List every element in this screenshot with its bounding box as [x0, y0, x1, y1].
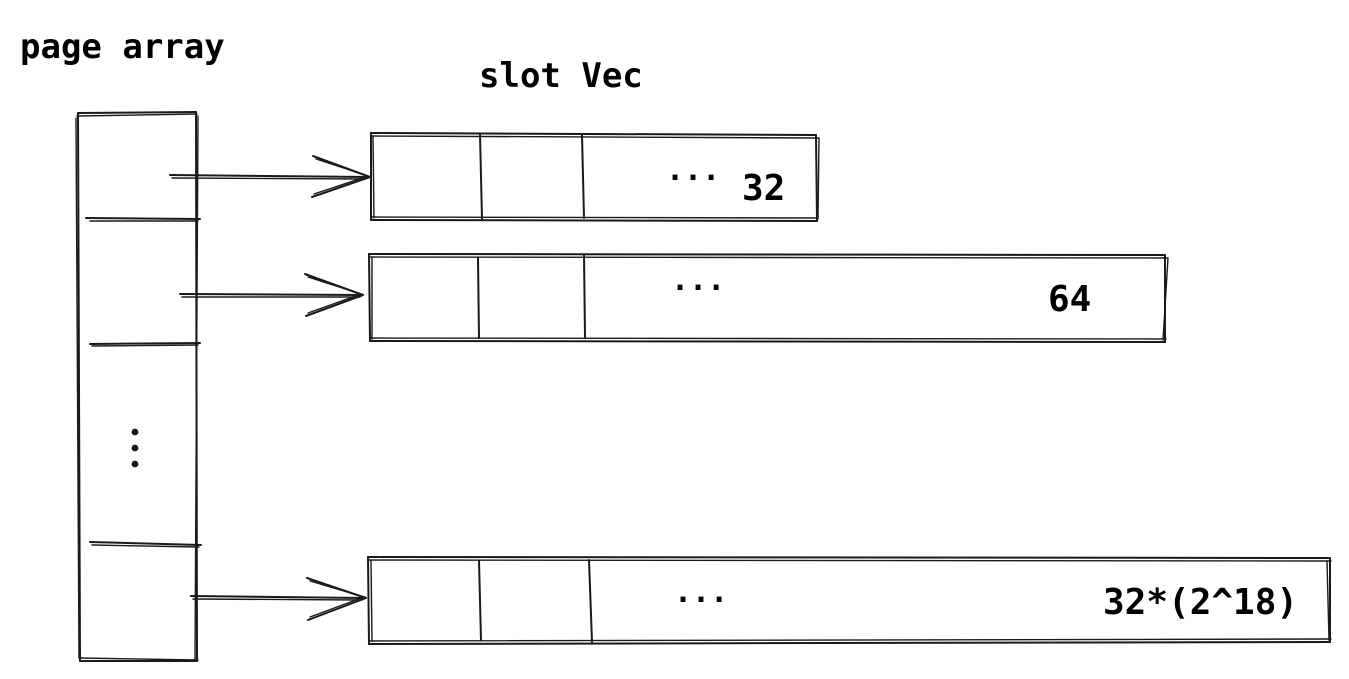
slot-vec: ··· 64 — [368, 253, 1169, 343]
slot-divider — [581, 134, 585, 219]
slot-vec: ··· 32*(2^18) — [367, 556, 1332, 645]
page-array-slot-divider — [85, 217, 201, 222]
page-array-label: page array — [20, 27, 225, 67]
slot-ellipsis: ··· — [671, 271, 725, 306]
slot-vec-capacity: 32*(2^18) — [1103, 582, 1298, 623]
slot-divider — [478, 560, 482, 641]
slot-ellipsis: ··· — [674, 583, 728, 618]
page-array-slot-divider — [89, 342, 201, 347]
slot-vec-label: slot Vec — [479, 56, 643, 96]
slot-ellipsis: ··· — [666, 161, 720, 196]
arrow — [179, 273, 364, 317]
slot-vec-capacity: 32 — [742, 168, 785, 209]
slot-vec: ··· 32 — [370, 132, 820, 222]
page-array: ⋮ — [75, 111, 202, 662]
slot-divider — [479, 133, 483, 220]
slot-vec-capacity: 64 — [1048, 279, 1091, 320]
page-array-slot-divider — [89, 541, 202, 548]
slot-divider — [588, 559, 593, 643]
page-array-ellipsis: ⋮ — [131, 428, 139, 468]
slot-divider — [477, 257, 480, 339]
slot-divider — [583, 254, 586, 338]
arrow — [169, 155, 371, 198]
arrow — [190, 577, 367, 621]
